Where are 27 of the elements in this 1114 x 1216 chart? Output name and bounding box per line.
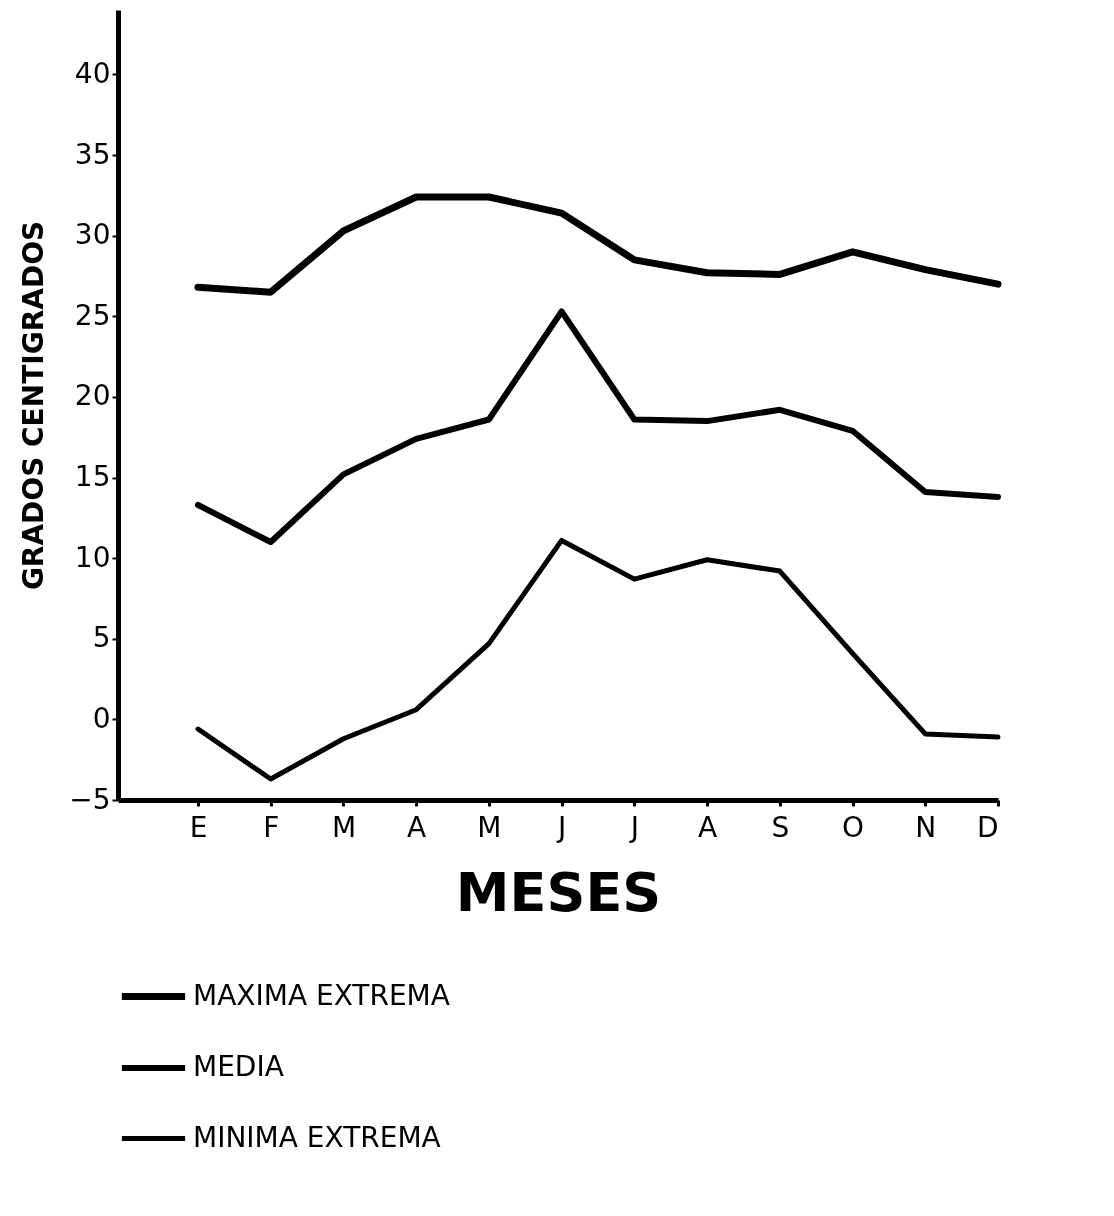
legend-label: MAXIMA EXTREMA bbox=[193, 978, 450, 1012]
legend-label: MEDIA bbox=[193, 1050, 284, 1083]
x-tick-label: M bbox=[331, 810, 357, 844]
y-tick-label: 5 bbox=[92, 621, 111, 655]
x-tick-label: J bbox=[628, 810, 639, 844]
x-tick-label: F bbox=[263, 810, 280, 844]
y-tick-label: 15 bbox=[74, 460, 111, 494]
y-tick-label: 0 bbox=[92, 701, 111, 735]
x-tick-label: M bbox=[477, 810, 502, 844]
x-tick-label: J bbox=[556, 810, 567, 844]
x-tick-label: A bbox=[407, 810, 427, 844]
y-tick-label: 20 bbox=[74, 379, 111, 413]
x-tick-label: E bbox=[189, 810, 208, 844]
y-tick-label: 25 bbox=[74, 298, 111, 332]
x-tick-label: A bbox=[698, 810, 718, 844]
x-tick-label: O bbox=[842, 810, 865, 844]
y-tick-label: 30 bbox=[74, 218, 111, 252]
y-axis-title: GRADOS CENTIGRADOS bbox=[17, 220, 51, 591]
y-tick-label: −5 bbox=[69, 782, 111, 816]
y-tick-label: 10 bbox=[74, 540, 111, 574]
x-tick-label: N bbox=[915, 810, 937, 844]
y-tick-label: 35 bbox=[74, 137, 111, 171]
legend-label: MINIMA EXTREMA bbox=[193, 1120, 441, 1154]
y-tick-label: 40 bbox=[74, 56, 111, 90]
x-tick-label: D bbox=[976, 810, 999, 844]
x-tick-label: S bbox=[771, 810, 790, 844]
x-axis-title: MESES bbox=[455, 860, 662, 924]
